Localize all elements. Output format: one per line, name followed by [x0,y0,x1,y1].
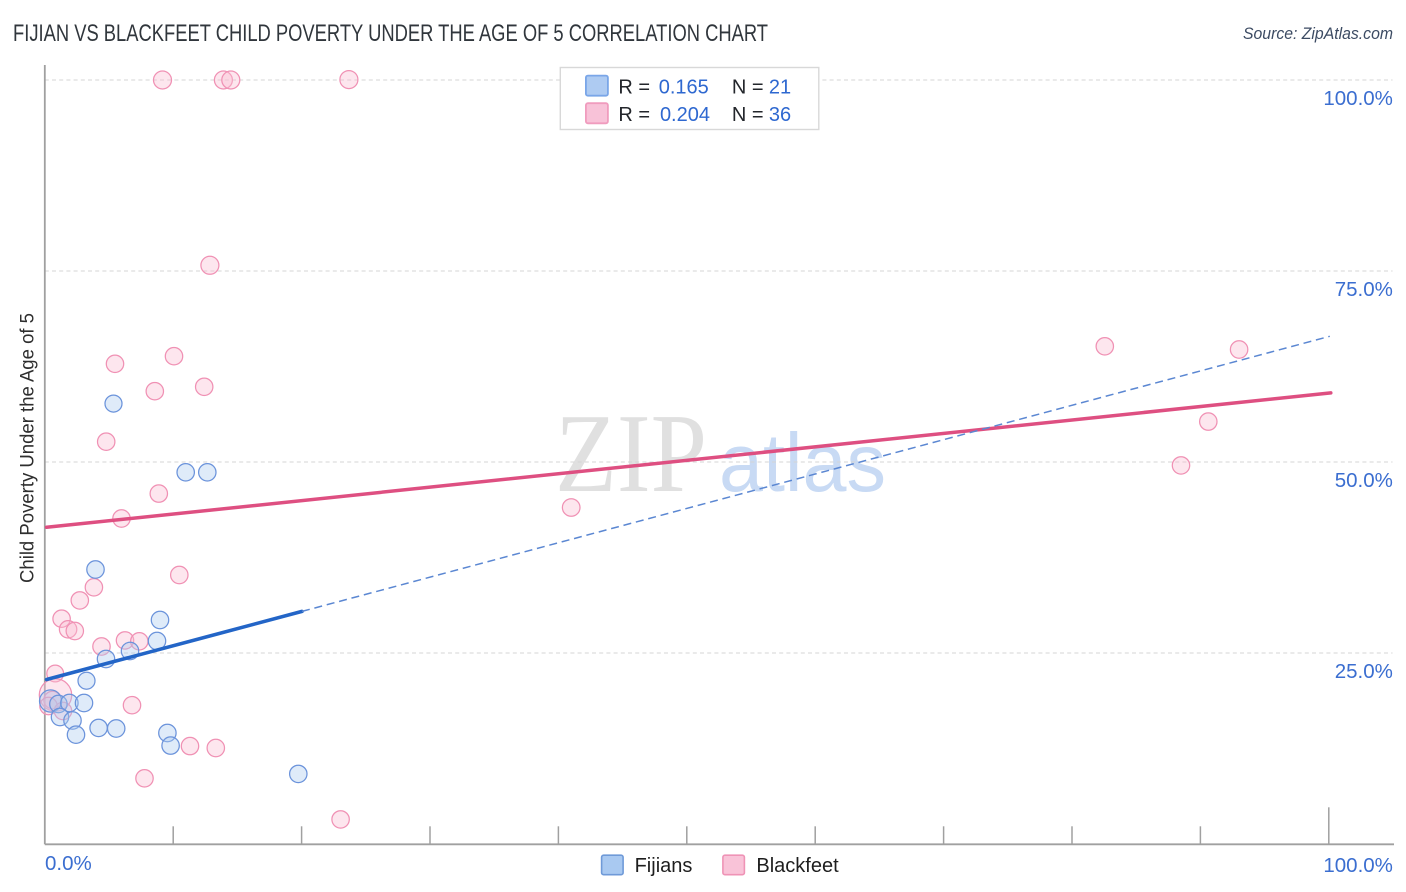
svg-text:100.0%: 100.0% [1323,87,1393,110]
svg-text:21: 21 [769,77,791,99]
svg-text:ZIP: ZIP [555,392,707,516]
svg-text:0.204: 0.204 [660,104,710,126]
svg-text:0.0%: 0.0% [45,852,92,875]
svg-text:R =: R = [618,77,650,99]
svg-text:N =: N = [732,77,764,99]
svg-text:100.0%: 100.0% [1323,854,1393,877]
svg-text:50.0%: 50.0% [1335,469,1393,492]
svg-text:75.0%: 75.0% [1335,278,1393,301]
svg-text:Blackfeet: Blackfeet [756,855,839,877]
svg-text:FIJIAN VS BLACKFEET CHILD POVE: FIJIAN VS BLACKFEET CHILD POVERTY UNDER … [13,20,768,47]
svg-text:N =: N = [732,104,764,126]
svg-text:Child Poverty Under the Age of: Child Poverty Under the Age of 5 [18,313,39,583]
svg-text:36: 36 [769,104,791,126]
svg-text:Fijians: Fijians [635,855,693,877]
svg-text:25.0%: 25.0% [1335,660,1393,683]
svg-text:Source: ZipAtlas.com: Source: ZipAtlas.com [1243,24,1393,43]
svg-text:R =: R = [618,104,650,126]
svg-text:0.165: 0.165 [659,77,709,99]
